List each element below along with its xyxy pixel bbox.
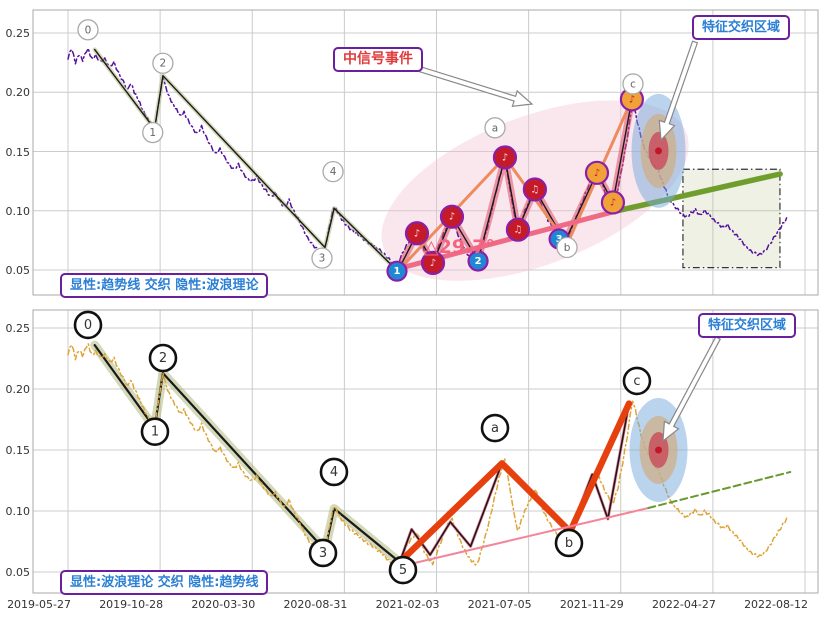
signal-marker-note-icon: ♪ [420,250,446,275]
y-tick-label: 0.10 [5,204,31,218]
svg-text:1: 1 [393,266,400,277]
y-tick-label: 0.20 [5,383,31,396]
signal-marker-note-icon: ♫ [522,177,547,202]
signal-marker-note-icon: ♪ [439,204,465,229]
y-tick-label: 0.20 [5,86,31,100]
svg-text:a: a [492,122,498,134]
trendline-green [614,171,783,214]
svg-text:♪: ♪ [594,168,600,179]
wave-band [92,47,401,274]
signal-marker-number: 2 [467,250,489,272]
signal-marker-note-icon: ♪ [404,221,430,246]
x-tick-label: 2022-04-27 [651,598,716,611]
x-tick-label: 2020-08-31 [283,598,348,611]
svg-text:4: 4 [330,465,338,480]
wave-label-circle: 4 [322,160,344,183]
wave-label-circle: 3 [308,538,338,568]
target-dot [655,446,663,454]
wave-label-circle: 3 [311,247,333,269]
wave-label-circle: 2 [152,52,174,74]
wave-label-circle: c [622,366,652,396]
target-dot [655,147,663,155]
wave-label-circle: 0 [73,310,103,340]
wave-label-circle: a [484,117,506,139]
signal-event-label: 中信号事件 [333,47,423,72]
svg-text:c: c [630,78,636,90]
x-tick-label: 2022-08-12 [744,598,808,611]
y-tick-label: 0.10 [5,505,31,518]
x-tick-label: 2019-10-28 [99,598,164,611]
y-tick-label: 0.25 [5,27,31,40]
feature-region-label-bottom: 特征交织区域 [698,313,797,338]
signal-marker-note-icon: ♪ [492,145,518,170]
svg-text:4: 4 [330,166,337,178]
wave-label-circle: 0 [77,19,99,41]
trendline-green-dashed [647,471,792,509]
svg-text:3: 3 [556,234,563,245]
trendline-pink-thin [398,507,650,568]
abc-zigzag-red [396,400,633,566]
svg-text:2: 2 [475,256,482,267]
svg-text:♫: ♫ [513,225,522,236]
svg-text:b: b [565,536,573,551]
y-tick-label: 0.15 [5,444,31,457]
svg-text:♪: ♪ [629,94,635,105]
wave-label-circle: 2 [148,343,178,373]
bottom-panel-legend: 显性:波浪理论 交织 隐性:趋势线 [60,570,269,595]
annotation-arrow [658,40,699,142]
top-panel-legend: 显性:趋势线 交织 隐性:波浪理论 [60,273,269,298]
svg-text:0: 0 [84,318,92,333]
wave-label-circle: a [480,413,510,443]
y-tick-label: 0.15 [5,145,31,159]
feature-region-label-top: 特征交织区域 [692,15,791,40]
signal-marker-note-icon: ♫ [505,217,531,242]
wave-label-circle: c [622,73,644,95]
svg-text:♪: ♪ [610,197,616,208]
x-tick-label: 2021-02-03 [375,598,440,611]
x-tick-label: 2020-03-30 [191,598,256,611]
wave-label-circle: 5 [388,555,418,585]
wave-band [90,340,405,567]
svg-text:5: 5 [399,563,407,578]
svg-text:♪: ♪ [430,258,436,269]
wave-label-circle: 1 [142,121,164,144]
signal-marker-note-icon: ♪ [584,160,610,185]
wave-line [93,344,401,564]
annotation-arrow [411,63,534,108]
svg-text:♫: ♫ [530,184,539,195]
x-tick-label: 2019-05-27 [7,598,71,611]
wave-label-circle: b [556,236,578,259]
x-tick-label: 2021-11-29 [559,598,624,611]
plot-border [32,9,819,296]
svg-text:♪: ♪ [449,212,455,223]
svg-text:c: c [633,374,640,389]
signal-marker-number: 1 [386,260,408,282]
svg-text:♪: ♪ [502,152,508,163]
annotation-arrow [662,335,722,443]
svg-text:2: 2 [160,58,167,70]
svg-text:3: 3 [319,546,327,561]
x-tick-label: 2021-07-05 [467,598,532,611]
svg-text:a: a [491,421,499,436]
wave-label-circle: 4 [319,457,349,487]
sub-wave-line [398,462,503,563]
y-tick-label: 0.25 [5,322,31,335]
signal-marker-note-icon: ♪ [600,190,626,215]
wave-label-circle: b [554,528,584,558]
svg-text:2: 2 [159,351,167,366]
plot-border [32,309,819,594]
y-tick-label: 0.05 [5,566,31,579]
svg-text:3: 3 [319,253,326,265]
trendline-angle-label: △29.7° [424,236,495,258]
wave-label-circle: 1 [140,417,170,447]
svg-text:b: b [564,242,571,254]
svg-text:0: 0 [85,24,92,36]
svg-text:♪: ♪ [414,228,420,239]
y-tick-label: 0.05 [5,264,31,277]
svg-text:1: 1 [151,425,159,440]
svg-text:1: 1 [149,127,156,139]
price-line-bottom [67,343,788,571]
